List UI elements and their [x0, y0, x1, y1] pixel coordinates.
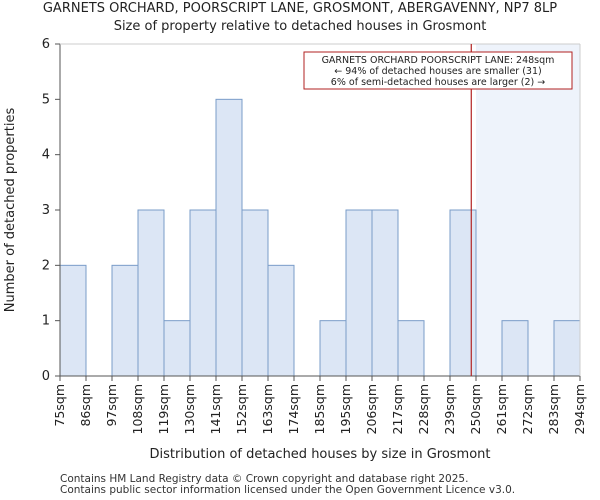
x-tick-label-250sqm: 250sqm: [468, 384, 483, 434]
x-tick-label-130sqm: 130sqm: [182, 384, 197, 434]
x-tick-label-97sqm: 97sqm: [104, 384, 119, 427]
bar-75sqm: [59, 264, 87, 377]
chart-subtitle: Size of property relative to detached ho…: [113, 19, 487, 34]
x-tick-label-75sqm: 75sqm: [52, 384, 67, 427]
y-tick-label-6: 6: [42, 37, 50, 52]
bar-119sqm: [163, 320, 191, 377]
y-axis-label: Number of detached properties: [3, 108, 18, 313]
x-tick-label-86sqm: 86sqm: [78, 384, 93, 427]
bar-195sqm: [345, 209, 373, 377]
bar-283sqm: [553, 320, 581, 377]
bar-163sqm: [267, 264, 295, 377]
annotation-line-1: GARNETS ORCHARD POORSCRIPT LANE: 248sqm: [322, 55, 555, 66]
x-tick-label-239sqm: 239sqm: [442, 384, 457, 434]
bar-185sqm: [319, 320, 347, 377]
x-tick-label-283sqm: 283sqm: [546, 384, 561, 434]
y-tick-label-5: 5: [42, 92, 50, 107]
bar-108sqm: [137, 209, 165, 377]
bar-239sqm: [449, 209, 477, 377]
bar-206sqm: [371, 209, 399, 377]
x-tick-label-119sqm: 119sqm: [156, 384, 171, 434]
bar-97sqm: [111, 264, 139, 377]
x-tick-label-294sqm: 294sqm: [572, 384, 587, 434]
bar-217sqm: [397, 320, 425, 377]
x-tick-label-228sqm: 228sqm: [416, 384, 431, 434]
x-tick-label-195sqm: 195sqm: [338, 384, 353, 434]
y-tick-label-0: 0: [42, 369, 50, 384]
y-tick-label-4: 4: [42, 148, 50, 163]
y-tick-label-2: 2: [42, 258, 50, 273]
x-tick-label-217sqm: 217sqm: [390, 384, 405, 434]
x-tick-label-163sqm: 163sqm: [260, 384, 275, 434]
footer-licence: Contains public sector information licen…: [60, 484, 516, 496]
x-tick-label-261sqm: 261sqm: [494, 384, 509, 434]
y-tick-label-3: 3: [42, 203, 50, 218]
x-tick-label-141sqm: 141sqm: [208, 384, 223, 434]
x-tick-label-108sqm: 108sqm: [130, 384, 145, 434]
bar-152sqm: [241, 209, 269, 377]
x-tick-label-272sqm: 272sqm: [520, 384, 535, 434]
chart-title: GARNETS ORCHARD, POORSCRIPT LANE, GROSMO…: [42, 1, 558, 16]
annotation-line-2: ← 94% of detached houses are smaller (31…: [334, 66, 541, 77]
x-tick-label-206sqm: 206sqm: [364, 384, 379, 434]
x-tick-label-185sqm: 185sqm: [312, 384, 327, 434]
annotation-box: [303, 51, 573, 90]
footer-copyright: Contains HM Land Registry data © Crown c…: [60, 473, 469, 485]
x-axis-label: Distribution of detached houses by size …: [149, 447, 490, 462]
bar-141sqm: [215, 98, 243, 377]
x-tick-label-152sqm: 152sqm: [234, 384, 249, 434]
y-tick-label-1: 1: [42, 314, 50, 329]
annotation-line-3: 6% of semi-detached houses are larger (2…: [331, 77, 545, 88]
bar-261sqm: [501, 320, 529, 377]
x-tick-label-174sqm: 174sqm: [286, 384, 301, 434]
bar-130sqm: [189, 209, 217, 377]
